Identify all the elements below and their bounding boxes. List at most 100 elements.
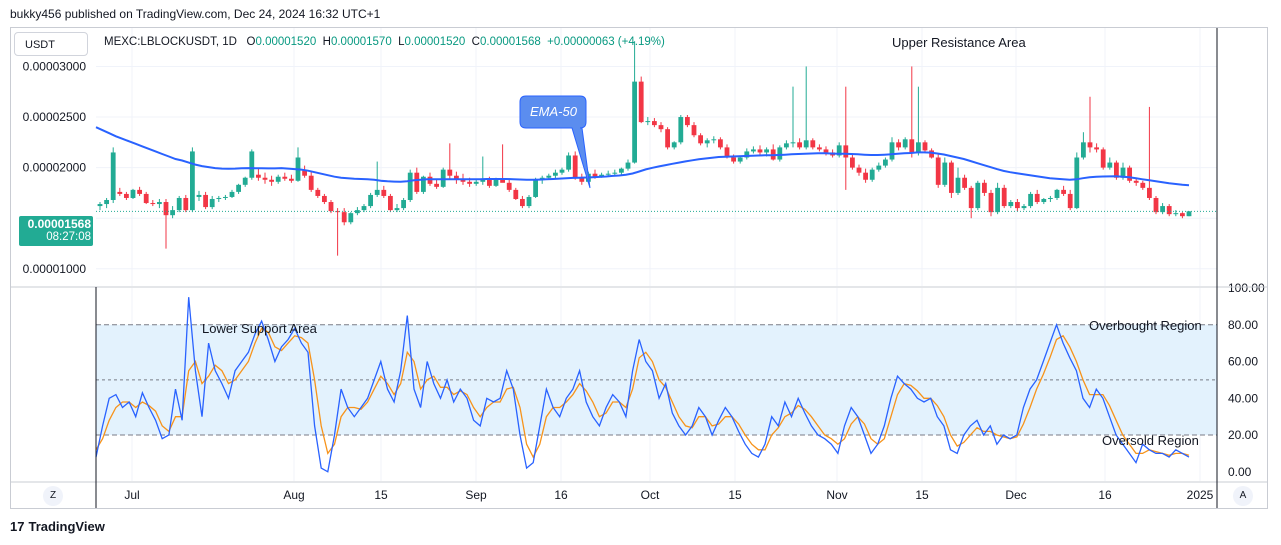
candle-body — [1140, 182, 1146, 188]
candle — [473, 179, 479, 186]
candle — [935, 154, 941, 188]
candle — [632, 41, 637, 164]
candle-body — [817, 147, 822, 150]
candle — [223, 194, 228, 200]
candle-body — [572, 155, 578, 178]
candle — [1107, 157, 1113, 170]
candle — [803, 66, 809, 150]
candle — [698, 133, 703, 146]
time-axis: Jul Aug 15 Sep 16 Oct 15 Nov 15 Dec 16 2025 — [124, 488, 1213, 502]
candle — [988, 189, 994, 217]
candle — [1140, 180, 1146, 190]
candle-body — [401, 200, 406, 209]
candle — [348, 212, 354, 225]
candle — [130, 188, 136, 199]
candle — [124, 191, 129, 200]
candle-body — [130, 189, 136, 198]
candle-body — [1120, 167, 1126, 178]
candle-body — [698, 135, 703, 144]
candle-body — [1034, 193, 1040, 203]
candle — [315, 187, 321, 198]
candle-body — [546, 175, 552, 178]
candle — [229, 189, 235, 198]
candles — [97, 41, 1192, 256]
candle — [975, 180, 981, 211]
candle-body — [784, 143, 789, 148]
candle — [335, 208, 340, 256]
candle — [454, 171, 459, 184]
time-tick-label: Dec — [1005, 488, 1026, 502]
candle — [896, 139, 901, 151]
candle-body — [513, 189, 519, 199]
tradingview-logo[interactable]: 17 TradingView — [10, 519, 105, 534]
candle — [308, 171, 314, 192]
currency-selector[interactable]: USDT — [14, 32, 88, 56]
candle-body — [619, 168, 624, 173]
candle — [942, 157, 948, 187]
candle — [949, 160, 954, 198]
candle-body — [335, 211, 340, 213]
candle-body — [658, 125, 664, 130]
close-value: 0.00001568 — [479, 36, 541, 48]
candle-body — [249, 151, 255, 178]
candle — [440, 167, 446, 188]
candle-body — [328, 202, 334, 212]
time-tick-label: Sep — [465, 488, 487, 502]
candle-body — [104, 200, 109, 205]
candle — [394, 204, 400, 213]
candle — [421, 175, 426, 194]
candle-body — [665, 129, 670, 148]
candle — [203, 191, 208, 210]
candle-body — [368, 194, 373, 207]
auto-scale-button[interactable]: A — [1233, 486, 1253, 506]
time-tick-label: 15 — [728, 488, 742, 502]
candle-body — [836, 145, 842, 156]
candle-body — [223, 196, 228, 198]
candle — [982, 179, 987, 196]
candle-body — [1180, 213, 1185, 217]
candle — [506, 179, 512, 192]
price-axis: 0.00003000 0.00002500 0.00002000 0.00001000 — [23, 59, 87, 275]
candle-body — [711, 139, 717, 141]
candle — [1100, 147, 1106, 170]
candle — [163, 198, 169, 249]
candle — [236, 183, 241, 194]
candle-body — [975, 182, 981, 209]
candle-body — [962, 177, 967, 188]
candle — [401, 197, 406, 211]
candle — [289, 174, 294, 183]
candle-body — [117, 191, 123, 194]
candle-body — [869, 169, 875, 180]
candle-body — [487, 179, 492, 186]
candle — [652, 118, 657, 128]
oversold-label: Oversold Region — [1102, 433, 1199, 448]
candle — [995, 182, 1000, 215]
candle — [909, 66, 915, 158]
time-tick-label: Oct — [641, 488, 660, 502]
candle — [1094, 143, 1099, 153]
candle-body — [163, 202, 169, 216]
candle-body — [315, 189, 321, 196]
candle-body — [638, 81, 644, 123]
low-value: 0.00001520 — [404, 36, 466, 48]
candle — [500, 144, 505, 183]
candle — [1034, 189, 1040, 205]
candle — [955, 167, 961, 195]
time-tick-label: 16 — [554, 488, 568, 502]
candle-body — [599, 174, 604, 177]
last-price-value: 0.00001568 — [27, 217, 91, 231]
candle — [183, 194, 189, 213]
candle-body — [988, 192, 994, 213]
stoch-tick-label: 80.00 — [1228, 318, 1258, 332]
zoom-reset-button[interactable]: Z — [43, 486, 63, 506]
candle — [751, 146, 756, 154]
candle-body — [434, 183, 439, 187]
candle — [1054, 188, 1060, 200]
candle — [1147, 106, 1152, 200]
candle-body — [995, 187, 1000, 213]
overbought-label: Overbought Region — [1089, 318, 1202, 333]
candle — [170, 206, 175, 219]
candle — [1160, 203, 1165, 215]
candle-body — [1054, 189, 1060, 198]
